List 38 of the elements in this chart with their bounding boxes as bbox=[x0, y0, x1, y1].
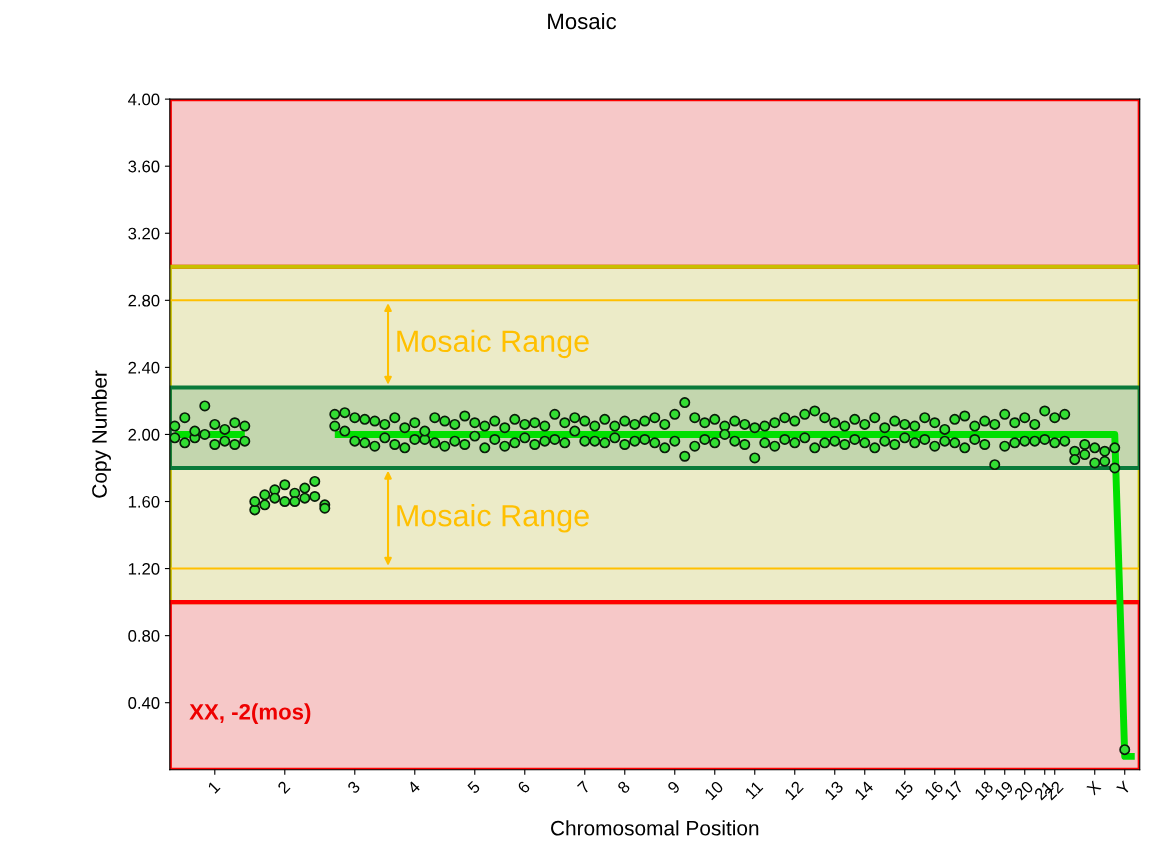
annotation: XX, -2(mos) bbox=[189, 703, 311, 725]
x-tick-label: 7 bbox=[577, 780, 591, 794]
x-tick-label: 19 bbox=[993, 780, 1014, 801]
y-tick-label: 2.80 bbox=[128, 294, 160, 307]
x-tick-label: 6 bbox=[516, 780, 531, 795]
x-tick-label: 17 bbox=[944, 780, 964, 801]
annotation: Mosaic Range bbox=[397, 329, 589, 359]
y-tick-label: 0.40 bbox=[128, 697, 160, 709]
x-tick-label: X bbox=[1086, 780, 1102, 796]
annotation: Mosaic Range bbox=[397, 504, 589, 533]
x-tick-label: 4 bbox=[406, 780, 421, 795]
x-tick-label: 1 bbox=[207, 780, 221, 794]
x-tick-label: 2 bbox=[276, 780, 291, 794]
x-tick-label: Y bbox=[1116, 780, 1132, 796]
y-tick-label: 2.40 bbox=[128, 361, 160, 374]
x-tick-label: 3 bbox=[346, 780, 361, 795]
x-tick-label: 12 bbox=[783, 780, 804, 801]
x-tick-label: 11 bbox=[744, 780, 764, 800]
y-tick-label: 4.00 bbox=[128, 93, 160, 106]
y-tick-label: 0.80 bbox=[128, 630, 160, 642]
y-axis-title: Copy Number bbox=[91, 370, 111, 498]
x-tick-label: 10 bbox=[703, 780, 725, 801]
x-tick-label: 16 bbox=[923, 780, 944, 801]
y-tick-label: 1.60 bbox=[128, 495, 160, 508]
x-tick-label: 18 bbox=[973, 780, 994, 801]
y-tick-label: 1.20 bbox=[128, 562, 160, 575]
y-tick-label: 2.00 bbox=[128, 428, 160, 441]
x-tick-label: 15 bbox=[894, 780, 914, 801]
x-axis-title: Chromosomal Position bbox=[551, 820, 759, 836]
x-tick-label: 20 bbox=[1013, 780, 1034, 801]
x-tick-label: 9 bbox=[666, 780, 681, 795]
x-tick-label: 5 bbox=[466, 780, 481, 795]
x-tick-label: 14 bbox=[854, 780, 875, 801]
x-tick-label: 8 bbox=[616, 780, 631, 795]
x-tick-label: 13 bbox=[823, 780, 844, 801]
y-tick-label: 3.60 bbox=[128, 160, 160, 173]
y-tick-label: 3.20 bbox=[128, 227, 160, 240]
chart-title: Mosaic bbox=[548, 12, 617, 30]
